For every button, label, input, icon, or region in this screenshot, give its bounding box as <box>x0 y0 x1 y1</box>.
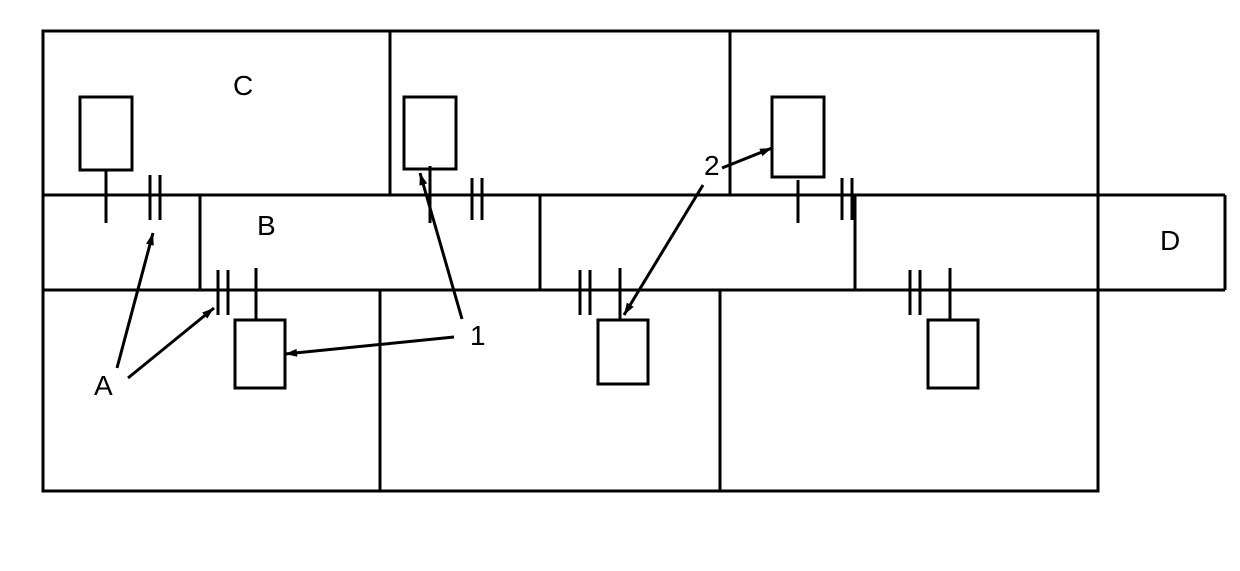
label-D: D <box>1160 225 1180 256</box>
label-A: A <box>94 370 113 401</box>
label-n2: 2 <box>704 150 720 181</box>
diagram-canvas: C B A D 1 2 <box>0 0 1240 571</box>
label-C: C <box>233 70 253 101</box>
label-B: B <box>257 210 276 241</box>
label-n1: 1 <box>470 320 486 351</box>
